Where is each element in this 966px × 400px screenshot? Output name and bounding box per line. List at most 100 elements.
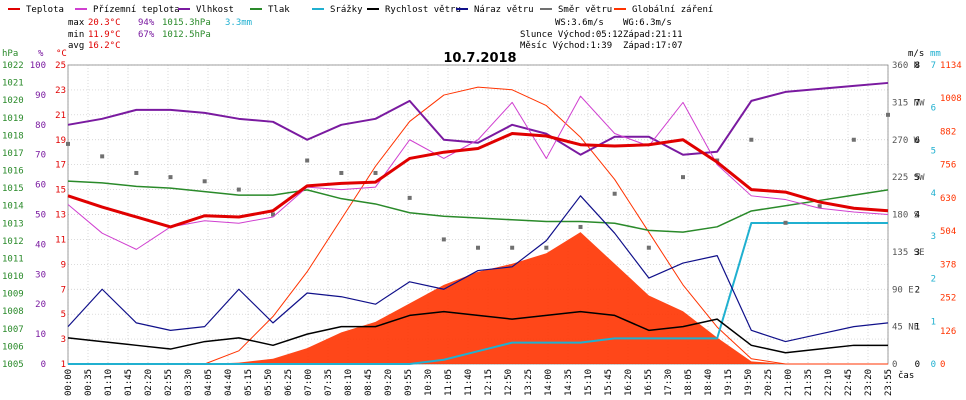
series-wind-dir-point	[544, 245, 549, 250]
series-temperature	[67, 132, 889, 229]
legend-label-srazky: Srážky	[330, 5, 363, 15]
info-sun-set: Západ:21:11	[623, 30, 683, 40]
axis-dir-tick: 225 SW	[892, 173, 925, 183]
axis-mm-tick: 1	[931, 317, 936, 327]
axis-hpa-tick: 1022	[2, 61, 24, 71]
axis-hpa-tick: 1021	[2, 79, 24, 89]
axis-hpa-tick: 1019	[2, 114, 24, 124]
axis-title-degc: °C	[56, 49, 67, 59]
series-wind-dir-point	[783, 220, 788, 225]
axis-degc-tick: 11	[55, 235, 66, 245]
x-tick-label: 08:10	[344, 369, 354, 396]
info-sun-rise: Slunce Východ:05:12	[520, 30, 623, 40]
axis-pct-tick: 100	[30, 61, 46, 71]
axis-wm2-tick: 378	[940, 260, 956, 270]
series-wind-dir-point	[886, 112, 890, 117]
legend-label-vlhkost: Vlhkost	[196, 5, 234, 15]
axis-dir-tick: 360 N	[892, 61, 919, 71]
axis-mm-tick: 3	[931, 232, 936, 242]
series-wind-speed	[67, 310, 888, 354]
series-wind-dir-point	[134, 170, 139, 175]
axis-mm-tick: 0	[931, 360, 936, 370]
axis-degc-tick: 19	[55, 136, 66, 146]
series-wind-dir-point	[851, 137, 856, 142]
x-tick-label: 14:35	[564, 369, 574, 396]
axis-hpa-tick: 1014	[2, 202, 24, 212]
axis-hpa-tick: 1016	[2, 167, 24, 177]
axis-wm2-tick: 1008	[940, 94, 962, 104]
info-moon-set: Západ:17:07	[623, 41, 683, 51]
legend-label-zareni: Globální záření	[632, 5, 713, 15]
axis-title-hpa: hPa	[2, 49, 18, 59]
axis-hpa-tick: 1005	[2, 360, 24, 370]
stat-max-pressure: 1015.3hPa	[162, 18, 211, 28]
axis-ms-tick: 1	[915, 323, 920, 333]
x-axis-ticks: 00:00 00:35 01:10 01:45 02:20 02:55 03:30 04:05…	[64, 369, 894, 396]
axis-ms-tick: 7	[915, 98, 920, 108]
axis-hpa-tick: 1013	[2, 219, 24, 229]
axis-pct-tick: 70	[35, 151, 46, 161]
axis-wm2-tick: 0	[940, 360, 945, 370]
series-wind-dir-point	[681, 175, 685, 180]
x-tick-label: 11:05	[444, 369, 454, 396]
chart-axes: hPa% °C m/s mm10221021102010191018101710161…	[2, 49, 962, 370]
axis-hpa-tick: 1009	[2, 290, 24, 300]
axis-ms-tick: 6	[915, 136, 920, 146]
x-tick-label: 07:00	[304, 369, 314, 396]
axis-hpa-tick: 1018	[2, 131, 24, 141]
series-wind-dir-point	[476, 245, 480, 250]
stat-min-label: min	[68, 30, 84, 40]
stat-max-rain: 3.3mm	[225, 18, 252, 28]
axis-pct-tick: 60	[35, 181, 46, 191]
x-tick-label: 22:10	[824, 369, 834, 396]
series-wind-gust	[67, 195, 889, 343]
stat-max-label: max	[68, 18, 85, 28]
axis-ms-tick: 5	[915, 173, 920, 183]
stats-block: max 20.3°C 94% 1015.3hPa 3.3mm min 11.9°…	[68, 18, 252, 51]
sun-moon-info: WS:3.6m/s WG:6.3m/s Slunce Východ:05:12 …	[520, 18, 683, 51]
chart-title: 10.7.2018	[443, 51, 516, 66]
stat-max-humidity: 94%	[138, 18, 155, 28]
x-tick-label: 14:00	[544, 369, 554, 396]
axis-ms-tick: 4	[915, 211, 920, 221]
x-tick-label: 01:10	[104, 369, 114, 396]
x-tick-label: 15:45	[604, 369, 614, 396]
x-tick-label: 00:35	[84, 369, 94, 396]
series-wind-dir-point	[168, 175, 173, 180]
series-radiation-area	[68, 232, 888, 364]
axis-title-pct: %	[38, 49, 44, 59]
stat-max-temp: 20.3°C	[88, 18, 121, 28]
x-tick-label: 17:30	[664, 369, 674, 396]
x-tick-label: 11:40	[464, 369, 474, 396]
chart-legend: Teplota Přízemní teplota Vlhkost Tlak Srážky…	[8, 5, 713, 15]
axis-pct-tick: 10	[35, 330, 46, 340]
axis-wm2-tick: 1134	[940, 61, 962, 71]
axis-mm-tick: 6	[931, 104, 936, 114]
axis-hpa-tick: 1008	[2, 307, 24, 317]
series-pressure	[67, 180, 889, 233]
axis-wm2-tick: 126	[940, 327, 956, 337]
series-wind-dir-point	[339, 170, 344, 175]
stat-min-humidity: 67%	[138, 30, 155, 40]
x-tick-label: 06:25	[284, 369, 294, 396]
chart-series	[66, 81, 890, 365]
axis-degc-tick: 17	[55, 161, 66, 171]
axis-degc-tick: 7	[61, 285, 66, 295]
axis-pct-tick: 30	[35, 270, 46, 280]
series-wind-dir-point	[441, 237, 446, 242]
x-tick-label: 03:30	[184, 369, 194, 396]
x-tick-label: 04:40	[224, 369, 234, 396]
axis-hpa-tick: 1015	[2, 184, 24, 194]
axis-pct-tick: 0	[41, 360, 46, 370]
x-tick-label: 10:30	[424, 369, 434, 396]
axis-degc-tick: 21	[55, 111, 66, 121]
stat-min-temp: 11.9°C	[88, 30, 121, 40]
axis-mm-tick: 7	[931, 61, 936, 71]
axis-hpa-tick: 1011	[2, 254, 24, 264]
axis-dir-tick: 45 NE	[892, 323, 919, 333]
stat-avg-temp: 16.2°C	[88, 41, 121, 51]
axis-degc-tick: 1	[61, 360, 66, 370]
series-wind-dir-point	[373, 170, 378, 175]
axis-wm2-tick: 252	[940, 294, 956, 304]
